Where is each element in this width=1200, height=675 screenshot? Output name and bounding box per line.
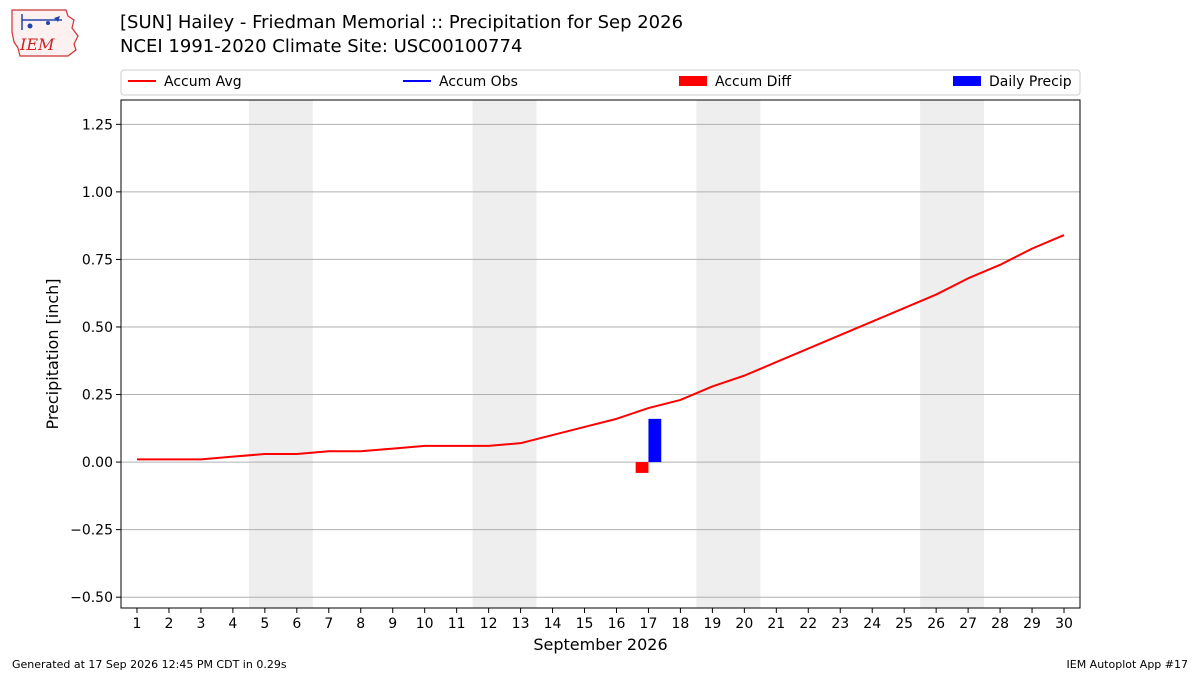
x-tick-label: 17 [640,616,658,632]
legend-swatch-bar [679,76,707,86]
daily-precip-bar [648,418,662,463]
weekend-band [248,100,313,608]
x-tick-label: 30 [1055,616,1073,632]
y-tick-label: 0.25 [82,388,113,404]
x-tick-label: 19 [703,616,721,632]
y-tick-label: −0.50 [70,590,113,606]
generated-timestamp: Generated at 17 Sep 2026 12:45 PM CDT in… [12,658,287,671]
weekend-band [696,100,761,608]
iem-logo-text: IEM [19,35,55,54]
x-tick-label: 15 [576,616,594,632]
accum-avg-line [136,234,1065,461]
y-tick-label: 1.25 [82,117,113,133]
legend-label: Accum Obs [439,74,518,90]
y-tick-label: 0.50 [82,320,113,336]
x-tick-label: 2 [164,616,173,632]
x-tick-label: 11 [448,616,466,632]
y-tick-label: 0.75 [82,252,113,268]
x-tick-label: 24 [863,616,881,632]
x-tick-label: 21 [767,616,785,632]
x-tick-label: 27 [959,616,977,632]
x-tick-label: 6 [292,616,301,632]
x-tick-label: 28 [991,616,1009,632]
x-tick-label: 9 [388,616,397,632]
legend-swatch-bar [953,76,981,86]
y-tick-label: −0.25 [70,523,113,539]
x-tick-label: 22 [799,616,817,632]
x-tick-label: 29 [1023,616,1041,632]
iem-logo-graphic: IEM [11,9,79,57]
x-tick-label: 16 [608,616,626,632]
x-tick-label: 4 [228,616,237,632]
x-tick-label: 5 [260,616,269,632]
x-tick-label: 7 [324,616,333,632]
y-tick-label: 1.00 [82,185,113,201]
legend-label: Accum Diff [715,74,791,90]
legend-box [120,69,1081,96]
x-tick-label: 10 [416,616,434,632]
x-tick-label: 12 [480,616,498,632]
x-tick-label: 3 [196,616,205,632]
x-axis-label: September 2026 [533,635,667,654]
legend-label: Daily Precip [989,74,1072,90]
iem-logo: IEM [8,6,80,60]
x-tick-label: 20 [735,616,753,632]
x-tick-label: 8 [356,616,365,632]
legend-label: Accum Avg [164,74,242,90]
y-tick-label: 0.00 [82,455,113,471]
x-tick-label: 25 [895,616,913,632]
x-tick-label: 18 [672,616,690,632]
x-tick-label: 23 [831,616,849,632]
y-axis-label: Precipitation [inch] [43,278,62,429]
x-tick-label: 26 [927,616,945,632]
weekend-band [472,100,537,608]
accum-diff-bar [635,462,649,473]
autoplot-app-label: IEM Autoplot App #17 [1066,658,1189,671]
x-tick-label: 14 [544,616,562,632]
weekend-band [920,100,985,608]
chart-subtitle: NCEI 1991-2020 Climate Site: USC00100774 [120,36,523,57]
x-tick-label: 1 [133,616,142,632]
chart-title: [SUN] Hailey - Friedman Memorial :: Prec… [120,12,684,33]
x-tick-label: 13 [512,616,530,632]
plot-frame [120,99,1081,609]
